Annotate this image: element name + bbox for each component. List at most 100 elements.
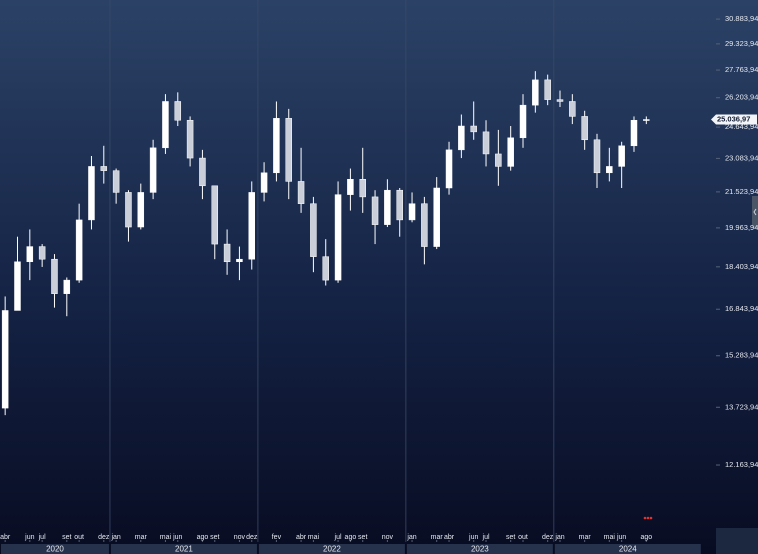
y-tick-label: 13.723,94 xyxy=(725,402,758,411)
candle-body xyxy=(149,147,157,193)
candle-body xyxy=(593,139,601,174)
year-label: 2022 xyxy=(323,545,341,554)
candle-body xyxy=(273,118,280,174)
candle-body xyxy=(51,258,58,294)
x-tick-label: ago xyxy=(640,534,652,541)
candle-body xyxy=(433,187,440,247)
x-tick-label: jul xyxy=(334,534,342,541)
candle-body xyxy=(544,79,551,100)
candle-body xyxy=(162,101,169,149)
candle-body xyxy=(297,181,305,204)
candle-body xyxy=(334,194,342,281)
x-tick-label: jun xyxy=(616,534,626,541)
last-price-tag xyxy=(711,114,757,125)
x-tick-label: jul xyxy=(482,534,490,541)
x-tick-label: dez xyxy=(246,534,258,541)
candle-body xyxy=(26,246,34,263)
candle-body xyxy=(569,101,576,117)
x-tick-label: nov xyxy=(382,534,394,541)
y-tick-label: 30.883,94 xyxy=(725,14,758,23)
x-tick-label: mai xyxy=(604,534,616,541)
candle-body xyxy=(322,256,329,281)
year-label: 2023 xyxy=(471,545,489,554)
x-tick-label: nov xyxy=(234,534,246,541)
year-label: 2024 xyxy=(619,545,637,554)
candle-body xyxy=(236,258,243,263)
year-box xyxy=(554,544,701,554)
year-label: 2020 xyxy=(46,545,64,554)
candle-body xyxy=(14,261,21,311)
candle-body xyxy=(630,119,638,147)
candle-body xyxy=(532,79,539,106)
x-tick-label: out xyxy=(518,534,528,541)
candle-body xyxy=(408,203,416,221)
candle-body xyxy=(482,131,490,155)
x-tick-label: jun xyxy=(468,534,478,541)
candle-body xyxy=(38,246,46,260)
x-tick-label: mar xyxy=(579,534,592,541)
candle-body xyxy=(396,189,403,221)
x-tick-label: mar xyxy=(431,534,444,541)
candle-body xyxy=(285,118,292,182)
y-tick-label: 29.323,94 xyxy=(725,39,758,48)
candle-body xyxy=(1,310,9,409)
x-tick-label: set xyxy=(210,534,219,541)
x-tick-label: jan xyxy=(110,534,120,541)
y-tick-label: 27.763,94 xyxy=(725,65,758,74)
candle-body xyxy=(137,192,145,228)
y-tick-label: 12.163,94 xyxy=(725,460,758,469)
candle-body xyxy=(470,125,477,133)
candle-body xyxy=(643,119,650,121)
candle-body xyxy=(199,157,206,187)
candle-body xyxy=(75,219,83,281)
candle-body xyxy=(458,125,465,151)
y-tick-label: 16.843,94 xyxy=(725,304,758,313)
corner-box xyxy=(716,528,758,554)
x-tick-label: set xyxy=(62,534,71,541)
x-tick-label: abr xyxy=(444,534,455,541)
year-box xyxy=(110,544,257,554)
y-tick-label: 21.523,94 xyxy=(725,187,758,196)
side-tab-arrow xyxy=(753,208,757,216)
candle-body xyxy=(100,166,108,171)
x-tick-label: abr xyxy=(0,534,11,541)
candle-body xyxy=(519,104,527,139)
y-tick-label: 26.203,94 xyxy=(725,93,758,102)
x-tick-label: ago xyxy=(345,534,357,541)
x-tick-label: set xyxy=(506,534,515,541)
x-tick-label: jun xyxy=(172,534,182,541)
candle-body xyxy=(347,178,354,195)
y-tick-label: 19.963,94 xyxy=(725,223,758,232)
y-tick-label: 15.283,94 xyxy=(725,351,758,360)
x-tick-label: out xyxy=(74,534,84,541)
candle-body xyxy=(260,172,268,193)
x-tick-label: mai xyxy=(160,534,172,541)
x-tick-label: jan xyxy=(406,534,416,541)
x-tick-label: jun xyxy=(24,534,34,541)
x-tick-label: ago xyxy=(197,534,209,541)
candle-body xyxy=(223,243,231,263)
candle-body xyxy=(211,185,219,245)
candle-body xyxy=(125,192,132,228)
candle-body xyxy=(174,101,182,121)
candles xyxy=(1,71,650,416)
indicator-dots xyxy=(643,516,653,520)
candle-body xyxy=(371,196,379,225)
x-tick-label: dez xyxy=(98,534,110,541)
x-tick-label: jan xyxy=(554,534,564,541)
candle-body xyxy=(63,279,71,294)
candle-body xyxy=(581,116,588,141)
candle-body xyxy=(310,203,317,257)
y-tick-label: 23.083,94 xyxy=(725,153,758,162)
x-tick-label: fev xyxy=(272,534,282,541)
candle-body xyxy=(88,166,95,221)
year-box xyxy=(406,544,553,554)
candle-body xyxy=(186,119,194,159)
side-tab[interactable] xyxy=(752,196,758,228)
y-tick-label: 24.643,94 xyxy=(725,122,758,131)
candle-body xyxy=(606,166,613,174)
candle-body xyxy=(495,153,502,167)
candle-body xyxy=(618,145,625,167)
candle-body xyxy=(507,137,514,167)
